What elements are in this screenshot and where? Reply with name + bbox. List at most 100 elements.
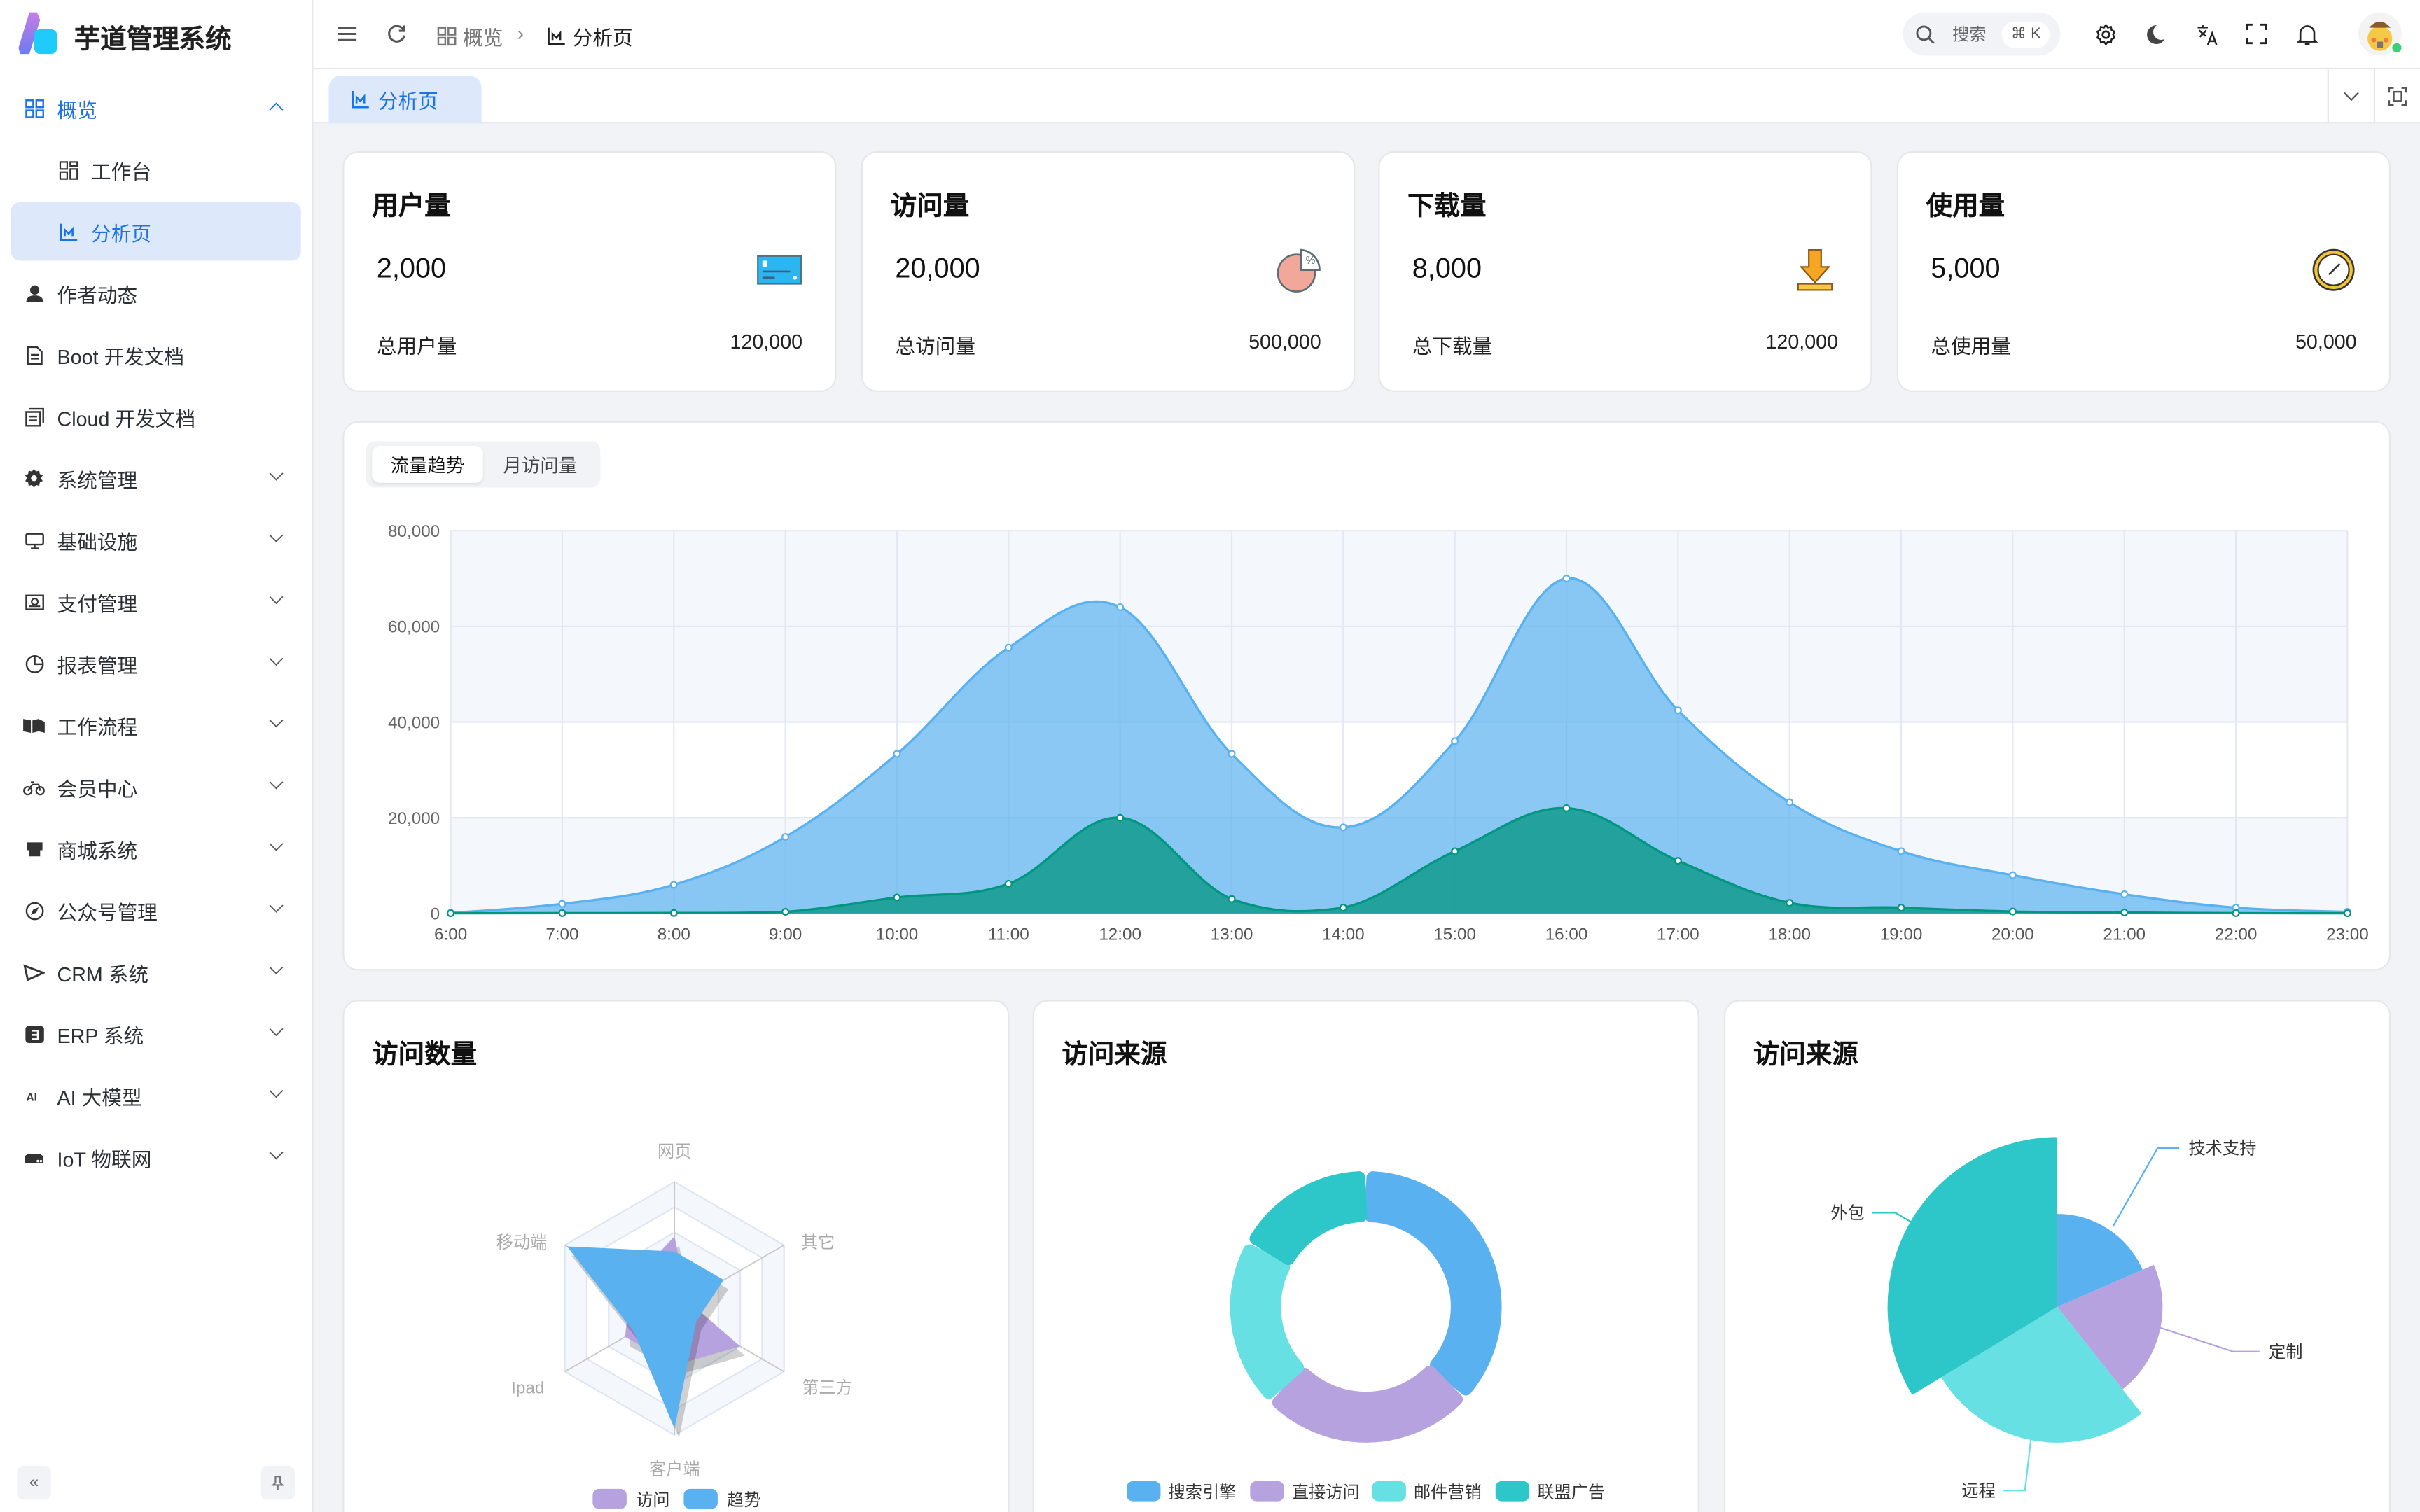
sidebar-item-label: 支付管理 xyxy=(57,592,138,615)
data-point[interactable] xyxy=(1451,737,1459,746)
data-point[interactable] xyxy=(669,909,678,917)
legend-swatch[interactable] xyxy=(1372,1480,1406,1502)
legend-swatch[interactable] xyxy=(592,1488,627,1509)
svg-text:%: % xyxy=(1306,255,1316,267)
sidebar-item-label: CRM 系统 xyxy=(57,962,149,986)
user-avatar[interactable] xyxy=(2358,12,2402,56)
data-point[interactable] xyxy=(2008,907,2017,916)
sidebar-item-14[interactable]: CRM 系统 xyxy=(0,941,313,1002)
sidebar-item-4[interactable]: Boot 开发文档 xyxy=(0,324,313,386)
rose-slice-1[interactable] xyxy=(2057,1264,2163,1390)
data-point[interactable] xyxy=(781,908,790,916)
legend-label[interactable]: 直接访问 xyxy=(1292,1483,1360,1502)
sidebar-item-9[interactable]: 报表管理 xyxy=(0,633,313,694)
data-point[interactable] xyxy=(1674,706,1682,715)
data-point[interactable] xyxy=(2008,871,2017,879)
legend-label[interactable]: 访问 xyxy=(636,1491,669,1510)
sidebar-item-17[interactable]: IoT 物联网 xyxy=(0,1126,313,1188)
dark-mode-toggle[interactable] xyxy=(2141,20,2169,48)
data-point[interactable] xyxy=(1228,750,1236,758)
legend-swatch[interactable] xyxy=(1126,1480,1161,1502)
donut-slice-0[interactable] xyxy=(1364,1171,1502,1396)
refresh-button[interactable] xyxy=(383,20,411,48)
data-point[interactable] xyxy=(2120,890,2129,898)
legend-swatch[interactable] xyxy=(1250,1480,1284,1502)
data-point[interactable] xyxy=(1116,603,1125,612)
sidebar-item-0[interactable]: 概览 xyxy=(0,77,313,139)
tab-analysis[interactable]: 分析页 xyxy=(328,75,482,124)
rose-slice-3[interactable] xyxy=(1887,1137,2058,1395)
radar-indicator-label: 移动端 xyxy=(496,1233,548,1252)
sidebar-item-12[interactable]: 商城系统 xyxy=(0,818,313,879)
sidebar-item-1[interactable]: 工作台 xyxy=(0,139,313,200)
data-point[interactable] xyxy=(781,832,790,841)
donut-slice-2[interactable] xyxy=(1230,1244,1305,1399)
data-point[interactable] xyxy=(1451,847,1459,855)
sidebar-item-13[interactable]: 公众号管理 xyxy=(0,879,313,941)
data-point[interactable] xyxy=(1786,798,1794,806)
notifications-button[interactable] xyxy=(2293,20,2321,48)
sidebar-item-3[interactable]: 作者动态 xyxy=(0,262,313,324)
breadcrumb-item-analysis[interactable]: 分析页 xyxy=(546,22,633,51)
rose-slice-0[interactable] xyxy=(2057,1213,2143,1307)
tab-bar: 分析页 xyxy=(313,69,2420,124)
data-point[interactable] xyxy=(1004,879,1013,888)
collapse-sidebar-button[interactable]: « xyxy=(17,1465,51,1500)
sidebar-item-11[interactable]: 会员中心 xyxy=(0,756,313,818)
data-point[interactable] xyxy=(1897,904,1905,912)
x-tick-label: 19:00 xyxy=(1880,925,1923,944)
data-point[interactable] xyxy=(447,909,455,918)
tab-monthly-visits[interactable]: 月访问量 xyxy=(503,454,578,476)
sidebar-item-7[interactable]: 基础设施 xyxy=(0,509,313,570)
donut-slice-3[interactable] xyxy=(1249,1171,1368,1266)
settings-button[interactable] xyxy=(2092,20,2120,48)
sidebar-item-2[interactable]: 分析页 xyxy=(11,202,301,261)
legend-swatch[interactable] xyxy=(683,1488,718,1509)
sidebar-item-8[interactable]: 支付管理 xyxy=(0,571,313,633)
stat-title: 用户量 xyxy=(372,191,451,221)
pin-sidebar-button[interactable] xyxy=(260,1465,295,1500)
legend-label[interactable]: 搜索引擎 xyxy=(1168,1483,1236,1502)
legend-label[interactable]: 趋势 xyxy=(727,1491,760,1510)
data-point[interactable] xyxy=(669,881,678,889)
sidebar-item-6[interactable]: 系统管理 xyxy=(0,447,313,509)
search-button[interactable]: 搜索 ⌘ K xyxy=(1903,12,2061,56)
breadcrumb-item-overview[interactable]: 概览 xyxy=(437,22,503,51)
data-point[interactable] xyxy=(893,893,901,902)
legend-label[interactable]: 邮件营销 xyxy=(1414,1483,1482,1502)
data-point[interactable] xyxy=(1562,804,1571,813)
tabs-dropdown-button[interactable] xyxy=(2327,69,2374,122)
data-point[interactable] xyxy=(2232,909,2240,917)
double-chevron-left-icon: « xyxy=(29,1473,39,1492)
legend-swatch[interactable] xyxy=(1495,1480,1530,1502)
data-point[interactable] xyxy=(1786,899,1794,907)
data-point[interactable] xyxy=(1897,847,1905,855)
rose-slice-2[interactable] xyxy=(1941,1306,2142,1443)
language-button[interactable] xyxy=(2193,20,2221,48)
data-point[interactable] xyxy=(2120,908,2129,916)
data-point[interactable] xyxy=(1562,575,1571,583)
data-point[interactable] xyxy=(2343,909,2351,918)
data-point[interactable] xyxy=(1674,857,1682,865)
erp-icon xyxy=(23,1023,45,1044)
fullscreen-button[interactable] xyxy=(2243,20,2271,48)
sidebar-item-10[interactable]: 工作流程 xyxy=(0,694,313,756)
data-point[interactable] xyxy=(1339,823,1347,832)
data-point[interactable] xyxy=(1339,904,1347,912)
tab-traffic-trend[interactable]: 流量趋势 xyxy=(372,445,483,483)
data-point[interactable] xyxy=(893,750,901,758)
radar-series-1 xyxy=(566,1246,724,1429)
maximize-content-button[interactable] xyxy=(2373,69,2420,122)
sidebar-item-16[interactable]: AI AI 大模型 xyxy=(0,1065,313,1126)
menu-toggle-button[interactable] xyxy=(333,20,361,48)
data-point[interactable] xyxy=(1228,895,1236,903)
sidebar-item-15[interactable]: ERP 系统 xyxy=(0,1003,313,1065)
stat-total: 50,000 xyxy=(2295,330,2357,354)
sidebar-item-5[interactable]: Cloud 开发文档 xyxy=(0,386,313,447)
data-point[interactable] xyxy=(558,899,566,908)
donut-slice-1[interactable] xyxy=(1272,1365,1463,1443)
data-point[interactable] xyxy=(1004,643,1013,652)
legend-label[interactable]: 联盟广告 xyxy=(1537,1483,1605,1502)
data-point[interactable] xyxy=(1116,813,1125,822)
data-point[interactable] xyxy=(558,909,566,917)
